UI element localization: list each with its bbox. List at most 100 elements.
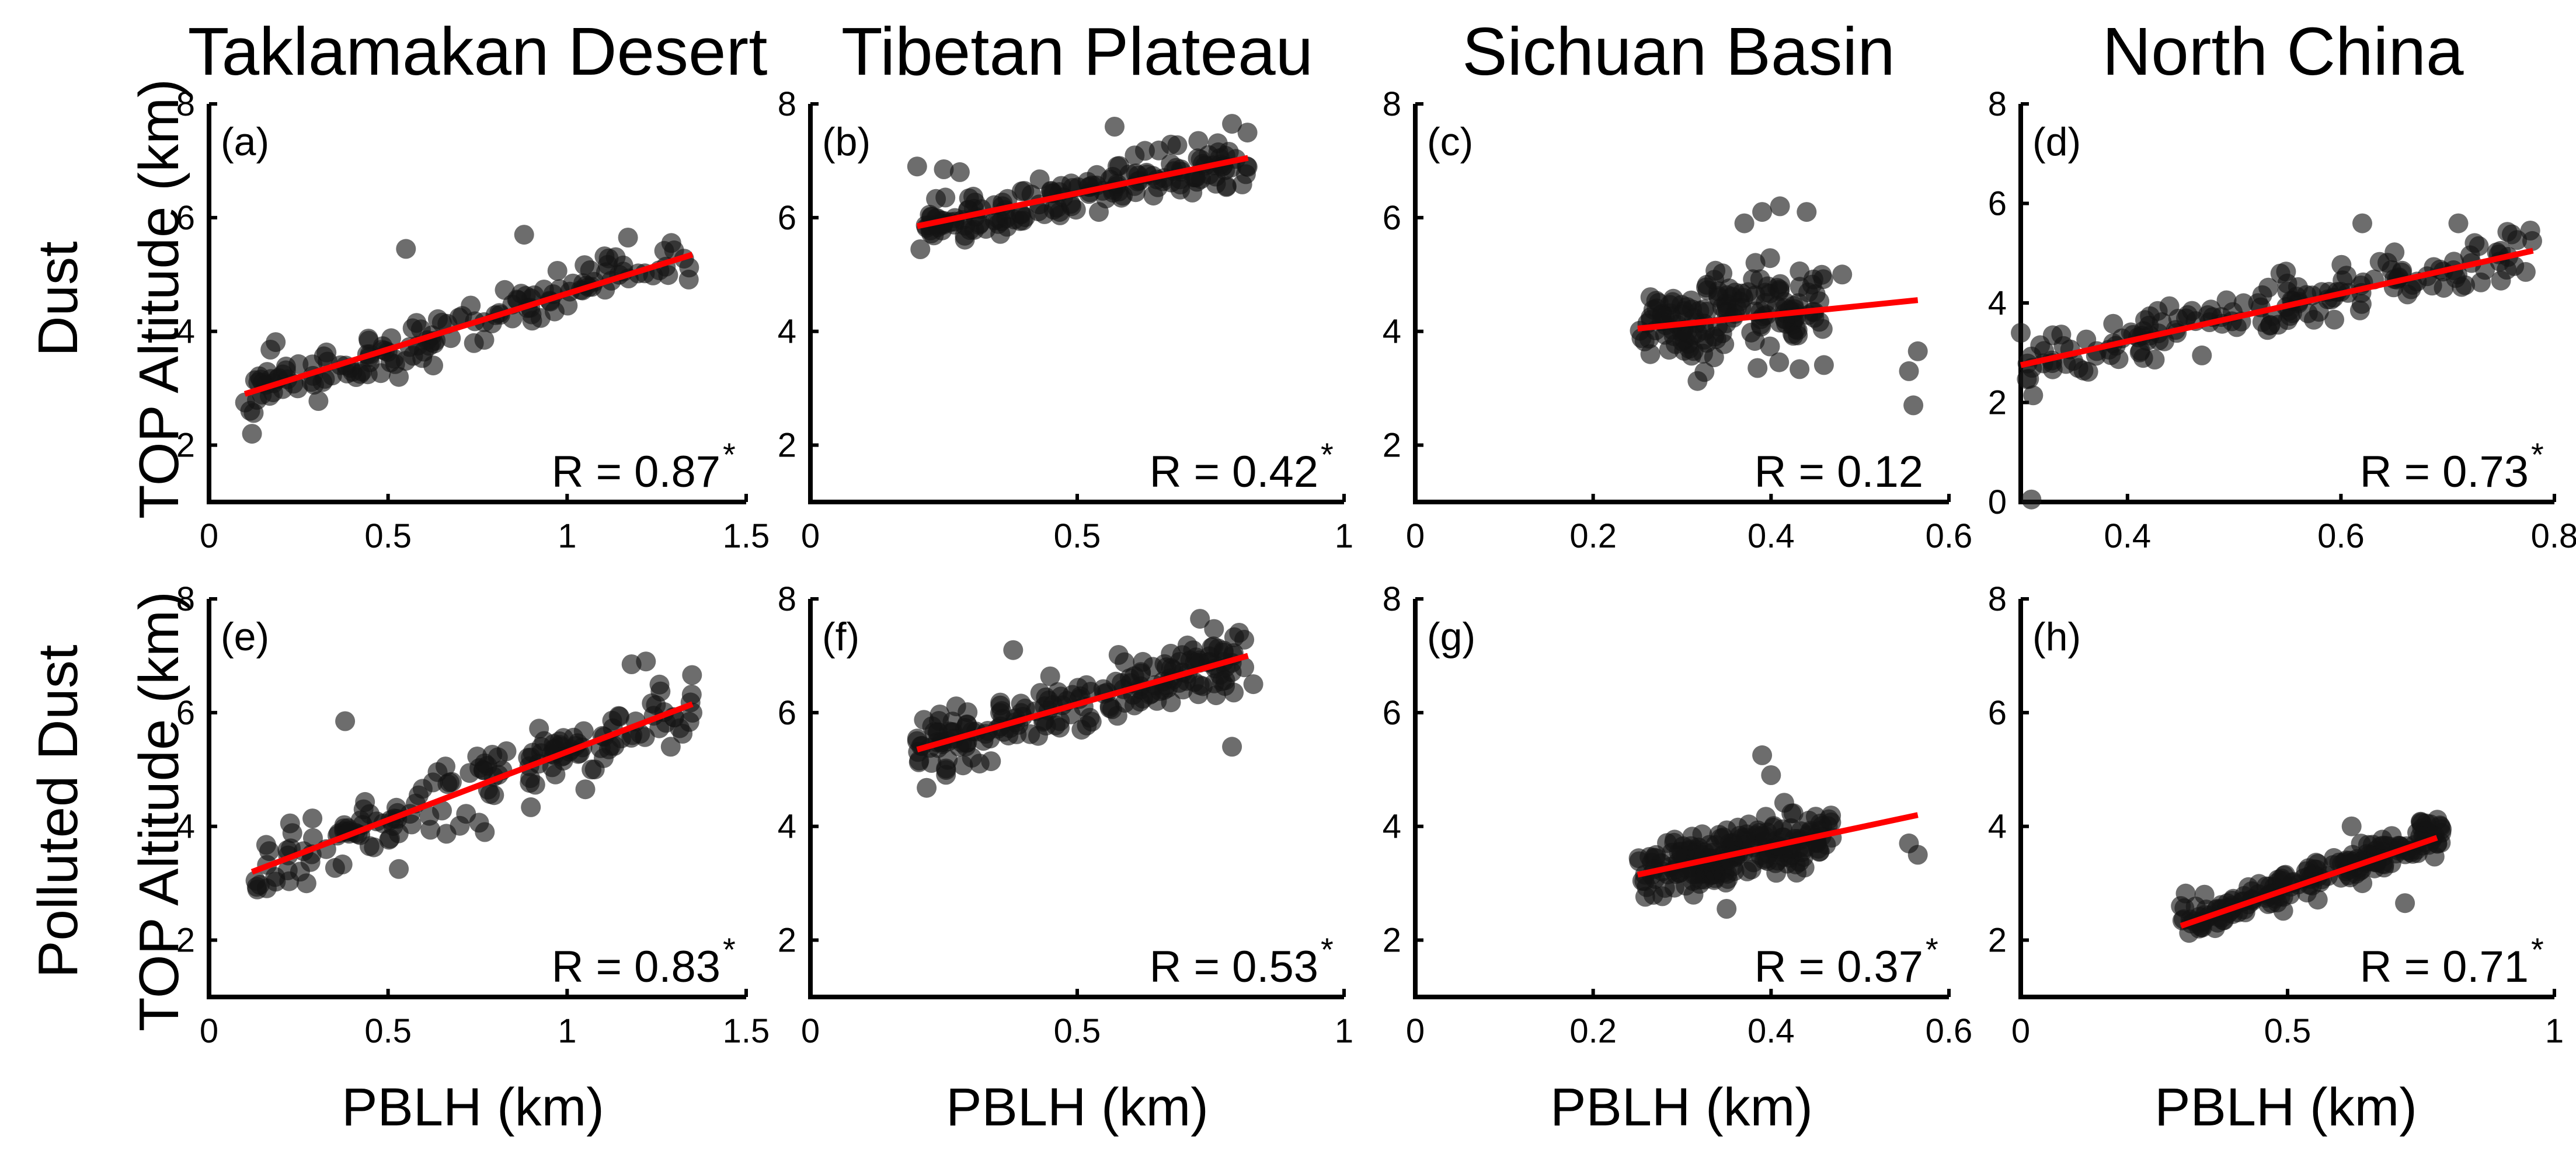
scatter-point <box>2324 309 2344 330</box>
scatter-point <box>1760 336 1780 357</box>
scatter-point <box>1774 793 1794 813</box>
scatter-point <box>1695 320 1715 341</box>
scatter-point <box>1747 358 1768 378</box>
y-tick-label: 8 <box>1988 85 2007 123</box>
y-tick-label: 6 <box>176 199 195 237</box>
scatter-point <box>1204 619 1224 639</box>
x-tick-label: 1 <box>2545 1012 2564 1050</box>
scatter-panel-d: 0.4 0.6 0.8 0 2 4 6 8 (d) R = 0.73 * <box>1988 85 2576 555</box>
scatter-point <box>303 828 323 848</box>
scatter-point <box>575 779 596 800</box>
significance-marker: * <box>1321 436 1334 473</box>
scatter-point <box>1099 698 1120 719</box>
x-axis-label: PBLH (km) <box>1550 1078 1813 1137</box>
scatter-point <box>1039 691 1059 710</box>
scatter-point <box>1722 287 1742 307</box>
y-tick-label: 4 <box>1988 808 2007 846</box>
scatter-point <box>409 785 429 806</box>
scatter-point <box>1243 674 1263 695</box>
scatter-point <box>1832 264 1853 285</box>
row-ylabel-polluted-dust: TOP Altitude (km) <box>128 591 190 1031</box>
x-tick-label: 0 <box>2011 1012 2030 1050</box>
scatter-point <box>1125 145 1145 166</box>
scatter-point <box>554 728 573 748</box>
scatter-point <box>1754 849 1774 870</box>
scatter-point <box>907 156 927 177</box>
scatter-point <box>1717 899 1737 919</box>
scatter-point <box>1071 720 1092 740</box>
scatter-point <box>1224 627 1244 647</box>
scatter-point <box>1761 765 1781 785</box>
scatter-point <box>618 228 638 247</box>
scatter-point <box>432 800 452 821</box>
y-tick-label: 8 <box>1383 580 1401 618</box>
scatter-point <box>2073 360 2094 381</box>
significance-marker: * <box>723 436 736 473</box>
scatter-point <box>1222 737 1242 757</box>
column-title-north-china: North China <box>2102 13 2464 89</box>
panel-label: (a) <box>221 120 269 164</box>
scatter-panel-c: 0 0.2 0.4 0.6 2 4 6 8 (c) R = 0.12 <box>1383 85 1973 555</box>
scatter-point <box>1766 863 1787 883</box>
scatter-panel-h: 0 0.5 1 2 4 6 8 (h) R = 0.71 * <box>1988 580 2564 1050</box>
scatter-point <box>520 773 540 793</box>
y-tick-label: 4 <box>778 808 796 846</box>
scatter-point <box>316 342 337 362</box>
regression-line <box>250 701 694 875</box>
scatter-point <box>2178 305 2198 325</box>
scatter-point <box>450 815 470 836</box>
x-tick-label: 1 <box>558 1012 576 1050</box>
scatter-point <box>582 759 602 780</box>
panel-label: (h) <box>2032 615 2081 659</box>
scatter-point <box>598 739 619 759</box>
scatter-point <box>2341 816 2362 836</box>
scatter-point <box>2455 275 2476 295</box>
scatter-point <box>1640 344 1661 364</box>
correlation-label: R = 0.87 <box>552 447 720 497</box>
scatter-point <box>1232 174 1252 194</box>
x-axis-label: PBLH (km) <box>2154 1078 2417 1137</box>
panel-label: (c) <box>1427 120 1473 164</box>
scatter-point <box>2491 270 2511 291</box>
scatter-point <box>359 836 380 856</box>
regression-line <box>2180 835 2438 929</box>
regression-line <box>2020 247 2534 368</box>
scatter-point <box>2103 313 2124 334</box>
column-title-taklamakan: Taklamakan Desert <box>188 13 768 89</box>
scatter-point <box>440 772 459 793</box>
axis-lines <box>207 599 746 999</box>
scatter-point <box>938 749 958 770</box>
scatter-point <box>2352 873 2373 894</box>
x-tick-label: 0 <box>200 517 218 555</box>
y-tick-label: 2 <box>778 922 796 960</box>
scatter-point <box>1007 724 1027 744</box>
scatter-point <box>2309 302 2329 322</box>
panel-label: (e) <box>221 615 269 659</box>
scatter-point <box>350 810 371 831</box>
scatter-point <box>2131 341 2150 361</box>
x-tick-label: 0.5 <box>2264 1012 2312 1050</box>
x-tick-label: 0 <box>801 517 820 555</box>
scatter-point <box>302 808 323 829</box>
x-tick-label: 0 <box>1406 1012 1425 1050</box>
scatter-point <box>1770 274 1791 294</box>
scatter-panel-e: 0 0.5 1 1.5 2 4 6 8 (e) R = 0.83 * <box>176 580 770 1050</box>
scatter-point <box>1797 202 1817 222</box>
scatter-point <box>2011 323 2031 343</box>
scatter-point <box>1750 269 1770 290</box>
row-ylabel-dust: TOP Altitude (km) <box>128 79 190 519</box>
scatter-point <box>682 665 702 685</box>
scatter-point <box>1222 114 1242 134</box>
scatter-point <box>953 755 973 776</box>
scatter-point <box>1186 647 1206 668</box>
scatter-point <box>2460 245 2480 266</box>
scatter-point <box>496 741 517 761</box>
scatter-point <box>1224 682 1244 703</box>
y-tick-label: 8 <box>1383 85 1401 123</box>
x-tick-label: 0.6 <box>2317 517 2365 555</box>
scatter-point <box>1907 845 1928 865</box>
scatter-point <box>300 852 321 872</box>
scatter-point <box>1790 359 1810 379</box>
scatter-point <box>1819 809 1839 829</box>
scatter-point <box>240 400 260 421</box>
